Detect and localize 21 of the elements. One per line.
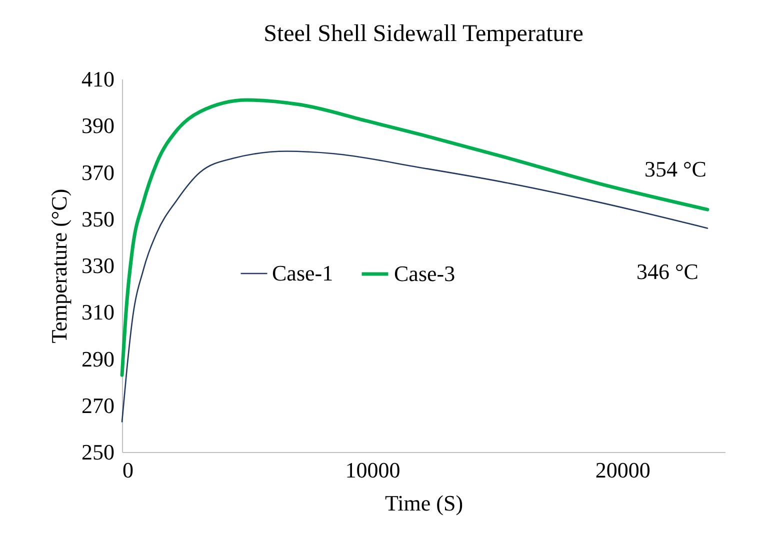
y-tick-label: 290	[82, 346, 114, 372]
legend-label: Case-3	[394, 261, 456, 286]
chart-title: Steel Shell Sidewall Temperature	[264, 21, 584, 47]
line-series	[121, 150, 708, 422]
y-tick-label: 250	[82, 440, 114, 464]
annotation: 354 °C	[644, 156, 706, 182]
y-tick-label: 350	[82, 206, 114, 232]
y-tick-label: 390	[82, 113, 114, 138]
x-tick-label: 10000	[345, 458, 400, 482]
x-tick-label: 0	[122, 458, 134, 482]
y-tick-label: 270	[82, 392, 114, 418]
y-tick-label: 330	[82, 253, 114, 278]
y-tick-label: 410	[82, 66, 114, 92]
y-tick-label: 310	[82, 300, 114, 325]
annotation: 346 °C	[636, 259, 698, 284]
x-tick-label: 20000	[595, 458, 650, 482]
y-tick-label: 370	[82, 160, 114, 185]
legend-label: Case-1	[272, 260, 334, 286]
line-series	[120, 98, 710, 377]
x-axis-title: Time (S)	[384, 490, 464, 516]
y-axis-title: Temperature (°C)	[46, 188, 72, 344]
